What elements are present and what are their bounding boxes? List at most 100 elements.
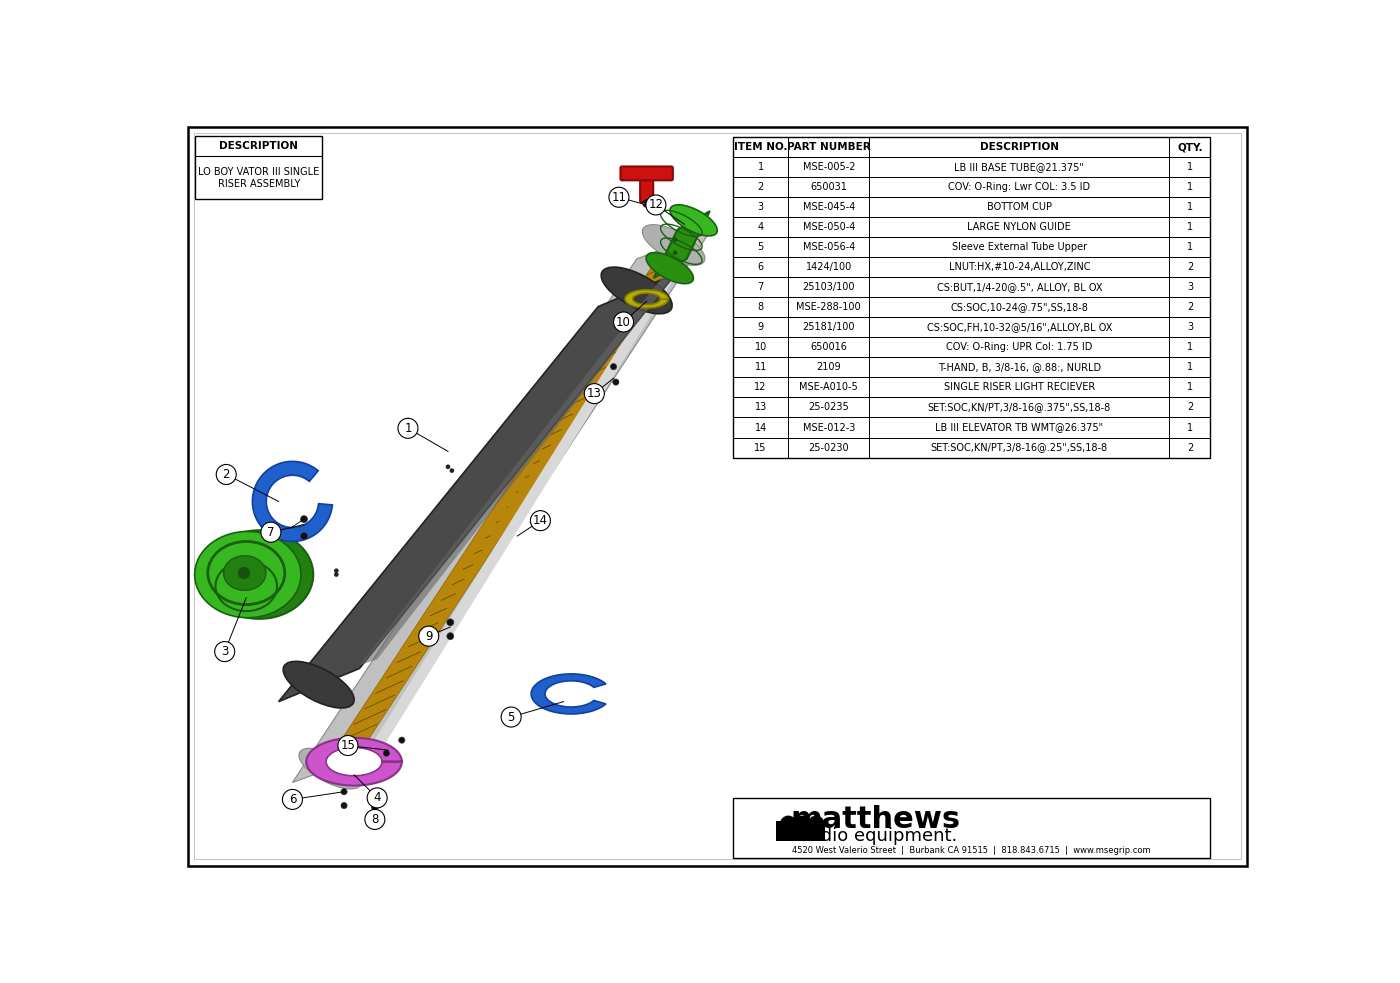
Ellipse shape	[645, 253, 693, 284]
Text: 7: 7	[757, 282, 764, 292]
Text: 1: 1	[1187, 182, 1193, 193]
FancyBboxPatch shape	[640, 175, 654, 202]
Text: MSE-050-4: MSE-050-4	[802, 222, 855, 232]
Circle shape	[610, 364, 616, 370]
Polygon shape	[321, 244, 693, 771]
Text: 7: 7	[267, 526, 274, 539]
Text: 1424/100: 1424/100	[805, 262, 851, 272]
Circle shape	[371, 804, 378, 811]
Text: Sleeve External Tube Upper: Sleeve External Tube Upper	[952, 243, 1086, 253]
Circle shape	[283, 789, 302, 809]
Text: 650031: 650031	[811, 182, 847, 193]
Text: T-HAND, B, 3/8-16, @.88:, NURLD: T-HAND, B, 3/8-16, @.88:, NURLD	[938, 363, 1100, 373]
Text: 10: 10	[755, 342, 767, 353]
Circle shape	[643, 200, 651, 207]
Circle shape	[216, 464, 237, 485]
Text: LB III ELEVATOR TB WMT@26.375": LB III ELEVATOR TB WMT@26.375"	[935, 423, 1103, 433]
Circle shape	[584, 383, 605, 404]
Circle shape	[531, 510, 550, 531]
Circle shape	[342, 788, 347, 795]
Text: 3: 3	[1187, 282, 1193, 292]
Text: 9: 9	[757, 322, 763, 332]
Text: 2: 2	[1187, 303, 1193, 313]
Text: SET:SOC,KN/PT,3/8-16@.375",SS,18-8: SET:SOC,KN/PT,3/8-16@.375",SS,18-8	[928, 402, 1112, 413]
Circle shape	[384, 750, 389, 756]
FancyBboxPatch shape	[780, 824, 825, 841]
Text: 650016: 650016	[811, 342, 847, 353]
Polygon shape	[360, 271, 678, 665]
Circle shape	[337, 735, 358, 756]
Circle shape	[808, 816, 825, 833]
Text: 25-0230: 25-0230	[808, 442, 848, 452]
Text: DESCRIPTION: DESCRIPTION	[220, 142, 298, 151]
Text: 1: 1	[1187, 162, 1193, 172]
Polygon shape	[293, 232, 710, 782]
Text: 3: 3	[1187, 322, 1193, 332]
Text: 13: 13	[755, 402, 767, 413]
Polygon shape	[531, 674, 606, 714]
Polygon shape	[307, 738, 402, 785]
Text: studio equipment.: studio equipment.	[794, 828, 958, 845]
Text: 6: 6	[288, 793, 297, 806]
Text: 2: 2	[757, 182, 764, 193]
Circle shape	[673, 237, 678, 242]
Text: 14: 14	[533, 514, 547, 527]
Text: 5: 5	[507, 711, 515, 723]
Circle shape	[365, 809, 385, 830]
Ellipse shape	[195, 532, 301, 617]
Text: 12: 12	[648, 199, 664, 211]
FancyBboxPatch shape	[776, 821, 785, 841]
Text: MSE-A010-5: MSE-A010-5	[799, 382, 858, 392]
Circle shape	[613, 312, 634, 332]
Text: MSE-005-2: MSE-005-2	[802, 162, 855, 172]
Text: 4: 4	[757, 222, 763, 232]
FancyBboxPatch shape	[196, 136, 322, 199]
Text: MSE-056-4: MSE-056-4	[802, 243, 855, 253]
Text: 2: 2	[223, 468, 230, 481]
Text: 1: 1	[757, 162, 763, 172]
Circle shape	[398, 418, 419, 438]
Circle shape	[447, 619, 454, 626]
Circle shape	[260, 522, 281, 543]
Text: DESCRIPTION: DESCRIPTION	[980, 143, 1058, 152]
Text: LO BOY VATOR III SINGLE
RISER ASSEMBLY: LO BOY VATOR III SINGLE RISER ASSEMBLY	[199, 167, 319, 189]
Text: LNUT:HX,#10-24,ALLOY,ZINC: LNUT:HX,#10-24,ALLOY,ZINC	[949, 262, 1091, 272]
Circle shape	[613, 379, 619, 385]
FancyBboxPatch shape	[816, 821, 826, 841]
Text: 1: 1	[1187, 243, 1193, 253]
FancyBboxPatch shape	[797, 821, 805, 841]
Text: PART NUMBER: PART NUMBER	[787, 143, 871, 152]
FancyBboxPatch shape	[734, 798, 1210, 858]
Circle shape	[794, 816, 811, 833]
Text: QTY.: QTY.	[1177, 143, 1203, 152]
Circle shape	[673, 251, 678, 255]
Text: 9: 9	[426, 630, 433, 643]
Text: 6: 6	[757, 262, 763, 272]
Circle shape	[449, 468, 454, 473]
Text: CS:SOC,10-24@.75",SS,18-8: CS:SOC,10-24@.75",SS,18-8	[951, 303, 1088, 313]
Text: 11: 11	[612, 191, 626, 203]
Text: 15: 15	[755, 442, 767, 452]
Ellipse shape	[300, 748, 361, 789]
Circle shape	[367, 787, 388, 808]
Text: CS:BUT,1/4-20@.5", ALLOY, BL OX: CS:BUT,1/4-20@.5", ALLOY, BL OX	[937, 282, 1102, 292]
Text: 8: 8	[757, 303, 763, 313]
Text: 2: 2	[1187, 442, 1193, 452]
Polygon shape	[654, 211, 710, 278]
Circle shape	[645, 195, 666, 215]
Circle shape	[214, 642, 235, 662]
Text: 1: 1	[1187, 222, 1193, 232]
FancyBboxPatch shape	[734, 138, 1210, 457]
Text: 1: 1	[1187, 363, 1193, 373]
Ellipse shape	[601, 267, 672, 314]
Circle shape	[501, 707, 521, 727]
Text: 3: 3	[221, 645, 228, 658]
Circle shape	[609, 187, 629, 207]
Ellipse shape	[224, 555, 266, 591]
Text: MSE-012-3: MSE-012-3	[802, 423, 855, 433]
Circle shape	[301, 516, 308, 523]
Text: 25-0235: 25-0235	[808, 402, 850, 413]
Circle shape	[335, 572, 339, 577]
Text: 4520 West Valerio Street  |  Burbank CA 91515  |  818.843.6715  |  www.msegrip.c: 4520 West Valerio Street | Burbank CA 91…	[792, 845, 1151, 855]
Text: BOTTOM CUP: BOTTOM CUP	[987, 202, 1051, 212]
